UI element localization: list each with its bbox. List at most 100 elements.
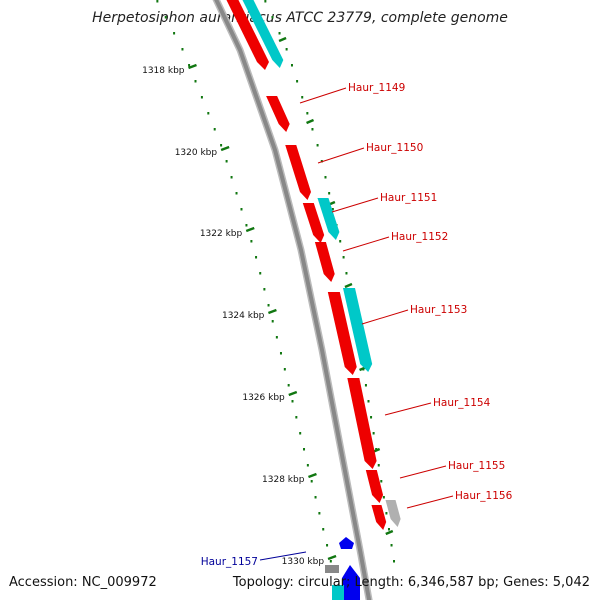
scale-dot [230,176,233,179]
outer-ring-dot [311,128,314,131]
outer-ring-tick [344,282,353,289]
gene-label-haur_1154: Haur_1154 [433,397,491,409]
scale-dot [240,208,243,211]
cds-feature-1153 [327,292,357,375]
scale-dot [326,544,329,547]
gene-leader-line [331,197,379,213]
scale-dot [173,32,176,35]
cyan-feature-1153 [342,288,373,372]
scale-dot [235,192,238,195]
scale-dot [250,240,253,243]
outer-ring-dot [301,96,304,99]
scale-tick-mark [188,63,197,70]
scale-dot [287,384,290,387]
gene-label-haur_1155: Haur_1155 [448,460,505,472]
outer-ring-dot [271,16,274,19]
outer-ring-tick [278,36,287,43]
genome-summary-text: Topology: circular; Length: 6,346,587 bp… [232,575,590,590]
outer-ring-dot [390,544,393,547]
gene-leader-line [259,551,307,561]
cds-feature-1149 [266,96,290,132]
scale-dot [291,400,294,403]
scale-dot [263,288,266,291]
outer-ring-dot [316,144,319,147]
outer-ring-dot [296,80,299,83]
scale-tick-mark [267,308,277,315]
outer-ring-dot [328,192,331,195]
gene-leader-line [317,147,365,164]
gene-label-haur_1152: Haur_1152 [391,231,448,243]
outer-ring-dot [393,560,396,563]
outer-ring-dot [380,480,383,483]
scale-dot [156,0,159,3]
scale-dot [188,64,191,67]
blue-feature-1157 [339,537,354,549]
scale-dot [220,144,223,147]
gene-label-haur_1157: Haur_1157 [201,556,258,568]
outer-ring-dot [306,112,309,115]
outer-ring-dot [331,208,334,211]
outer-ring-dot [370,416,373,419]
scale-dot [194,80,197,83]
scale-dot [314,496,317,499]
gene-label-haur_1151: Haur_1151 [380,192,437,204]
scale-tick-mark [245,226,255,233]
outer-ring-dot [377,464,380,467]
outer-ring-dot [285,48,288,51]
outer-ring-dot [324,176,327,179]
scale-label: 1322 kbp [200,229,243,239]
scale-label: 1320 kbp [175,148,218,158]
map-title: Herpetosiphon aurantiacus ATCC 23779, co… [92,10,508,26]
scale-label: 1330 kbp [282,557,325,567]
cds-feature-1151 [302,203,325,243]
cds-feature-1152 [314,242,335,282]
gene-leader-line [299,87,347,104]
outer-ring-dot [364,384,367,387]
scale-dot [275,336,278,339]
cds-feature-1156 [371,505,387,530]
scale-dot [207,112,210,115]
gene-label-haur_1153: Haur_1153 [410,304,467,316]
scale-dot [267,304,270,307]
outer-ring-dot [372,432,375,435]
scale-tick-mark [288,390,298,397]
cyan-feature-1148 [242,0,284,68]
cyan-feature-bottom [332,585,344,600]
gene-label-haur_1150: Haur_1150 [366,142,423,154]
scale-dot [164,16,167,19]
scale-label: 1318 kbp [142,66,185,76]
scale-dot [322,528,325,531]
scale-dot [295,416,298,419]
outer-ring-dot [345,272,348,275]
scale-tick-mark [220,145,230,152]
scale-dot [271,320,274,323]
scale-dot [306,464,309,467]
scale-dot [213,128,216,131]
scale-dot [329,560,332,563]
gray-feature-1156 [385,500,401,527]
outer-ring-tick [385,529,394,536]
outer-ring-dot [339,240,342,243]
cds-feature-1150 [285,145,311,200]
scale-label: 1326 kbp [242,393,285,403]
accession-text: Accession: NC_009972 [9,575,157,590]
scale-dot [259,272,262,275]
scale-dot [181,48,184,51]
scale-tick-mark [327,554,337,561]
gene-leader-line [384,402,432,416]
scale-dot [303,448,306,451]
scale-label: 1324 kbp [222,311,265,321]
cds-feature-1154 [347,378,377,469]
gene-leader-line [406,495,454,509]
scale-tick-mark [308,472,317,479]
cds-feature-1155 [365,470,384,503]
outer-ring-dot [342,256,345,259]
outer-ring-dot [387,528,390,531]
outer-ring-dot [382,496,385,499]
outer-ring-dot [264,0,267,3]
scale-dot [283,368,286,371]
scale-dot [245,224,248,227]
scale-label: 1328 kbp [262,475,305,485]
backbone-line [214,0,372,600]
